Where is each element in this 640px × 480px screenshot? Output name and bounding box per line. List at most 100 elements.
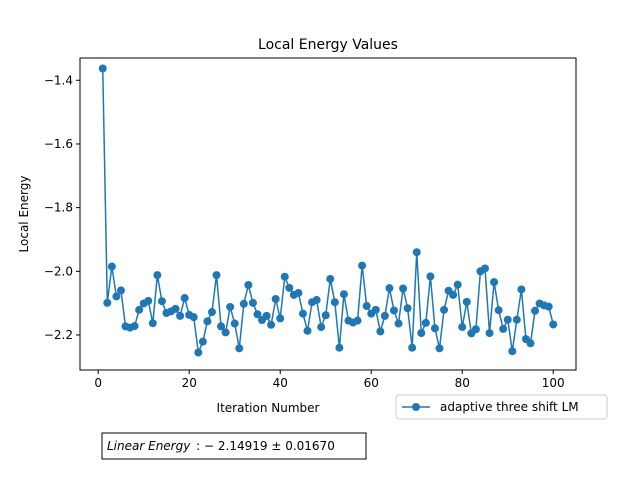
data-point [189, 313, 198, 322]
x-tick-label: 80 [455, 376, 470, 390]
annotation-box: Linear Energy : − 2.14919 ± 0.01670 [101, 432, 367, 460]
data-point [449, 290, 458, 299]
legend-label: adaptive three shift LM [440, 400, 579, 414]
data-point [294, 288, 303, 297]
data-point [171, 304, 180, 313]
data-point [198, 337, 207, 346]
y-axis-label: Local Energy [17, 176, 31, 253]
legend: adaptive three shift LM [395, 394, 608, 420]
data-point [298, 309, 307, 318]
data-point [526, 339, 535, 348]
data-point [380, 311, 389, 320]
data-point [116, 286, 125, 295]
data-point [499, 324, 508, 333]
x-axis-ticks: 0 20 40 60 80 100 [94, 370, 565, 390]
x-tick-label: 20 [182, 376, 197, 390]
plot-area [79, 57, 577, 371]
data-point [403, 304, 412, 313]
annotation-value: : − 2.14919 ± 0.01670 [196, 439, 335, 453]
data-point [130, 322, 139, 331]
x-tick-label: 100 [542, 376, 565, 390]
data-point [303, 326, 312, 335]
axes-frame [79, 57, 577, 371]
data-point [312, 295, 321, 304]
data-point [426, 272, 435, 281]
data-point [490, 278, 499, 287]
data-point [544, 302, 553, 311]
data-point [458, 323, 467, 332]
data-point [253, 310, 262, 319]
data-point [462, 297, 471, 306]
y-tick-label: −1.8 [44, 201, 73, 215]
data-point [417, 329, 426, 338]
data-point [207, 308, 216, 317]
data-point [362, 302, 371, 311]
data-point [517, 285, 526, 294]
x-tick-label: 0 [94, 376, 102, 390]
data-point [339, 290, 348, 299]
data-point [371, 305, 380, 314]
chart-title: Local Energy Values [258, 37, 398, 53]
data-point [157, 297, 166, 306]
annotation-label: Linear Energy [107, 439, 191, 453]
data-point [144, 296, 153, 305]
data-point [494, 306, 503, 315]
y-tick-label: −2.0 [44, 264, 73, 278]
series-layer [98, 64, 558, 357]
data-point [235, 344, 244, 353]
data-point [412, 248, 421, 257]
data-point [107, 262, 116, 271]
data-point [112, 292, 121, 301]
data-point [358, 261, 367, 270]
data-point [435, 344, 444, 353]
data-point [485, 329, 494, 338]
annotation-frame [101, 432, 367, 460]
x-tick-label: 40 [273, 376, 288, 390]
y-axis-ticks: −1.4 −1.6 −1.8 −2.0 −2.2 [44, 73, 80, 342]
data-point [180, 294, 189, 303]
data-point [330, 298, 339, 307]
data-point [217, 322, 226, 331]
data-point [453, 280, 462, 289]
data-point [239, 299, 248, 308]
x-tick-label: 60 [364, 376, 379, 390]
data-point [148, 319, 157, 328]
data-point [503, 315, 512, 324]
legend-marker [412, 403, 420, 411]
data-point [408, 343, 417, 352]
data-point [389, 306, 398, 315]
data-point [317, 323, 326, 332]
data-point [440, 305, 449, 314]
data-point [376, 327, 385, 336]
legend-frame [395, 394, 608, 420]
x-axis-label: Iteration Number [217, 401, 320, 415]
data-point [103, 298, 112, 307]
y-tick-label: −1.4 [44, 73, 73, 87]
data-point [176, 311, 185, 320]
data-point [285, 283, 294, 292]
data-point [221, 328, 230, 337]
data-point [244, 281, 253, 289]
data-point [267, 320, 276, 329]
data-point [230, 319, 239, 328]
data-point [471, 325, 480, 334]
data-point [135, 305, 144, 314]
data-point [226, 302, 235, 311]
data-point [394, 319, 403, 328]
y-tick-label: −1.6 [44, 137, 73, 151]
data-point [399, 284, 408, 293]
data-point [153, 271, 162, 280]
data-point [203, 317, 212, 326]
data-point [271, 295, 280, 303]
data-point [98, 64, 107, 73]
data-point [512, 315, 521, 324]
data-point [212, 271, 221, 280]
data-point [326, 274, 335, 283]
data-point [248, 298, 257, 307]
data-point [430, 324, 439, 333]
data-point [335, 343, 344, 352]
data-point [353, 316, 362, 325]
data-point [280, 272, 289, 281]
data-point [531, 306, 540, 315]
